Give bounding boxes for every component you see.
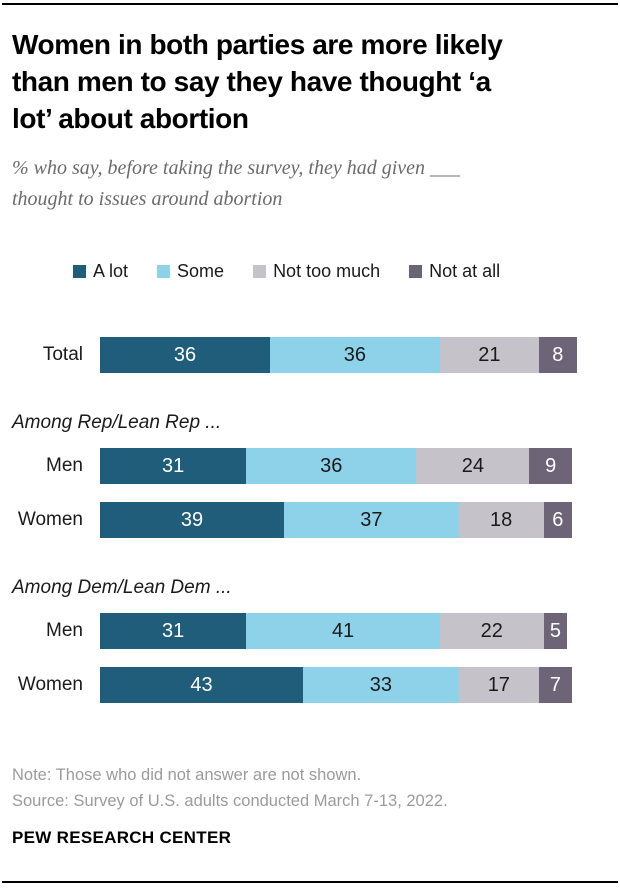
section-label: Among Dem/Lean Dem ... <box>12 577 232 598</box>
legend-swatch-icon <box>73 265 86 278</box>
title-line-3: lot’ about abortion <box>12 103 249 134</box>
chart-notes: Note: Those who did not answer are not s… <box>12 762 608 814</box>
legend-swatch-icon <box>409 265 423 278</box>
bar-segment: 31 <box>100 448 247 484</box>
legend-label: Not too much <box>273 261 381 281</box>
legend-swatch-icon <box>253 265 267 278</box>
bar-segment: 6 <box>543 502 572 538</box>
segment-value: 24 <box>461 454 484 477</box>
segment-value: 8 <box>552 343 564 366</box>
section-label: Among Rep/Lean Rep ... <box>12 412 222 433</box>
row-label: Men <box>46 620 83 641</box>
segment-value: 37 <box>360 508 383 531</box>
bar-row: Men 31 41 22 5 <box>0 613 620 649</box>
bar-segment: 17 <box>458 667 539 703</box>
segment-value: 22 <box>480 619 503 642</box>
chart-subtitle: % who say, before taking the survey, the… <box>12 153 608 215</box>
page-title: Women in both parties are more likely th… <box>0 0 620 137</box>
row-label: Total <box>42 344 83 365</box>
segment-value: 17 <box>487 673 510 696</box>
title-line-2: than men to say they have thought ‘a <box>12 66 491 97</box>
segment-value: 9 <box>545 454 557 477</box>
legend-item: Some <box>157 261 224 282</box>
bar-segment: 33 <box>302 667 459 703</box>
bar-row: Total 36 36 21 8 <box>0 337 620 373</box>
segment-value: 7 <box>549 673 562 696</box>
segment-value: 39 <box>180 508 204 531</box>
bar-segment: 41 <box>246 613 440 649</box>
bar-segment: 5 <box>543 613 568 649</box>
stacked-bar: 36 36 21 8 <box>100 337 577 373</box>
segment-value: 33 <box>369 673 392 696</box>
pew-research-center-wordmark: PEW RESEARCH CENTER <box>12 828 232 847</box>
bottom-divider <box>2 881 618 883</box>
bar-segment: 31 <box>100 613 247 649</box>
bar-row: Women 39 37 18 6 <box>0 502 620 538</box>
bar-segment: 18 <box>458 502 544 538</box>
bar-segment: 21 <box>439 337 539 373</box>
segment-value: 6 <box>552 508 564 531</box>
bar-segment: 22 <box>439 613 544 649</box>
segment-value: 41 <box>331 619 355 642</box>
legend-label: Not at all <box>429 261 501 281</box>
bar-segment: 37 <box>284 502 459 538</box>
source-line: Source: Survey of U.S. adults conducted … <box>12 792 448 810</box>
legend-item: A lot <box>73 261 128 282</box>
bar-segment: 7 <box>538 667 572 703</box>
stacked-bar: 31 36 24 9 <box>100 448 572 484</box>
chart-legend: A lot Some Not too much Not at all <box>73 261 620 282</box>
stacked-bar: 39 37 18 6 <box>100 502 572 538</box>
legend-label: A lot <box>93 261 129 281</box>
bar-segment: 43 <box>100 667 303 703</box>
bar-segment: 36 <box>100 337 270 373</box>
bar-segment: 9 <box>529 448 572 484</box>
bar-row: Men 31 36 24 9 <box>0 448 620 484</box>
segment-value: 43 <box>190 673 213 696</box>
segment-value: 18 <box>490 508 513 531</box>
segment-value: 36 <box>173 343 197 366</box>
title-line-1: Women in both parties are more likely <box>12 29 503 60</box>
note-line: Note: Those who did not answer are not s… <box>12 766 362 784</box>
segment-value: 31 <box>162 619 185 642</box>
bar-segment: 39 <box>100 502 285 538</box>
stacked-bar: 31 41 22 5 <box>100 613 568 649</box>
segment-value: 5 <box>549 619 562 642</box>
legend-swatch-icon <box>157 265 171 278</box>
bar-segment: 8 <box>538 337 577 373</box>
bar-segment: 36 <box>246 448 417 484</box>
bar-row: Women 43 33 17 7 <box>0 667 620 703</box>
row-label: Women <box>17 509 83 530</box>
row-label: Men <box>46 455 83 476</box>
segment-value: 31 <box>162 454 185 477</box>
stacked-bar-chart: Total 36 36 21 8 Among Rep/Lean Rep ... Men 31 3… <box>0 337 620 703</box>
bar-segment: 24 <box>416 448 530 484</box>
stacked-bar: 43 33 17 7 <box>100 667 572 703</box>
segment-value: 36 <box>343 343 366 366</box>
legend-item: Not too much <box>253 261 380 282</box>
subtitle-line-1: % who say, before taking the survey, the… <box>12 157 461 179</box>
segment-value: 36 <box>320 454 343 477</box>
legend-label: Some <box>177 261 225 281</box>
legend-item: Not at all <box>409 261 500 282</box>
segment-value: 21 <box>478 343 501 366</box>
bar-segment: 36 <box>269 337 440 373</box>
row-label: Women <box>17 674 83 695</box>
subtitle-line-2: thought to issues around abortion <box>12 188 283 210</box>
top-divider <box>2 3 618 5</box>
